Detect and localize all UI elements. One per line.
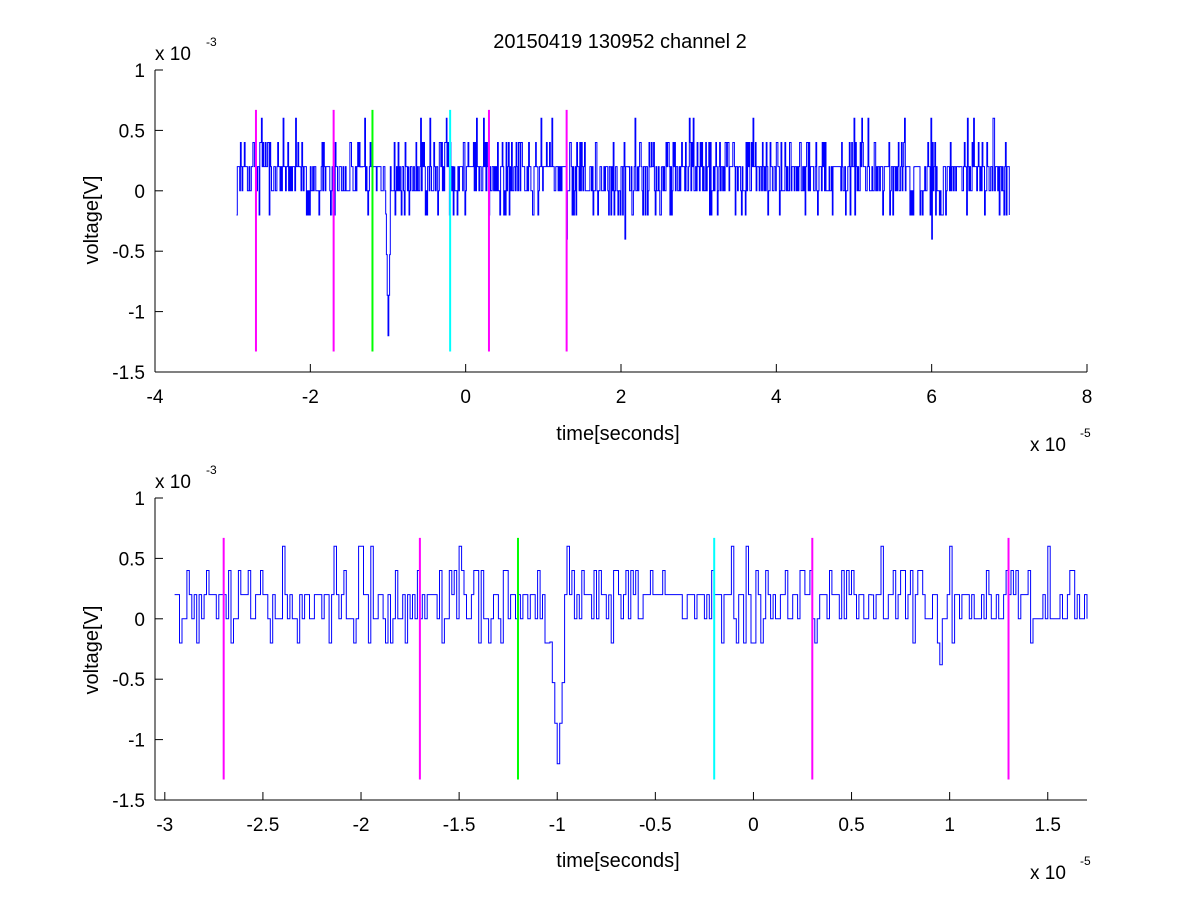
y-multiplier-exponent: -3 (206, 35, 217, 49)
x-multiplier-base: x 10 (1030, 435, 1066, 456)
chart-title: 20150419 130952 channel 2 (493, 31, 747, 53)
x-tick-label: -1.5 (443, 815, 476, 836)
x-multiplier-exponent: -5 (1080, 854, 1091, 868)
top-y-multiplier: x 10 -3 (155, 35, 217, 65)
y-tick-label: -1.5 (112, 791, 145, 812)
y-multiplier-exponent: -3 (206, 463, 217, 477)
signal-series-line (174, 545, 1088, 765)
x-tick-label: 4 (771, 387, 782, 408)
x-multiplier-base: x 10 (1030, 863, 1066, 884)
y-tick-label: 0 (134, 610, 145, 631)
x-tick-label: 0 (460, 387, 471, 408)
y-tick-label: 1 (134, 489, 145, 510)
x-tick-label: 1.5 (1035, 815, 1061, 836)
y-tick-label: -0.5 (112, 670, 145, 691)
x-tick-label: 0.5 (838, 815, 864, 836)
y-multiplier-base: x 10 (155, 44, 191, 65)
bottom-y-multiplier: x 10 -3 (155, 463, 217, 493)
y-axis-label: voltage[V] (81, 176, 103, 265)
x-tick-label: 0 (748, 815, 759, 836)
y-axis-label: voltage[V] (81, 606, 103, 695)
x-tick-label: -2.5 (247, 815, 280, 836)
x-tick-label: -1 (549, 815, 566, 836)
x-tick-label: -2 (353, 815, 370, 836)
top-x-multiplier: x 10 -5 (1030, 426, 1091, 456)
y-tick-label: -0.5 (112, 242, 145, 263)
x-tick-label: 1 (944, 815, 955, 836)
x-tick-label: -2 (302, 387, 319, 408)
x-tick-label: 8 (1082, 387, 1093, 408)
y-multiplier-base: x 10 (155, 472, 191, 493)
x-tick-label: -4 (147, 387, 164, 408)
y-tick-label: 0 (134, 182, 145, 203)
y-tick-label: -1 (128, 303, 145, 324)
y-tick-label: -1 (128, 731, 145, 752)
bottom-x-multiplier: x 10 -5 (1030, 854, 1091, 884)
y-tick-label: 0.5 (119, 549, 145, 570)
x-tick-label: -0.5 (639, 815, 672, 836)
top-chart: 20150419 130952 channel 2 x 10 -3 x 10 -… (81, 31, 1092, 456)
y-tick-label: 1 (134, 61, 145, 82)
y-tick-label: -1.5 (112, 363, 145, 384)
x-multiplier-exponent: -5 (1080, 426, 1091, 440)
x-axis-label: time[seconds] (556, 423, 679, 445)
x-tick-label: -3 (156, 815, 173, 836)
x-tick-label: 2 (616, 387, 627, 408)
bottom-chart: x 10 -3 x 10 -5 time[seconds] voltage[V]… (81, 463, 1091, 884)
x-tick-label: 6 (926, 387, 937, 408)
y-tick-label: 0.5 (119, 121, 145, 142)
signal-series-line (236, 117, 1010, 337)
x-axis-label: time[seconds] (556, 850, 679, 872)
